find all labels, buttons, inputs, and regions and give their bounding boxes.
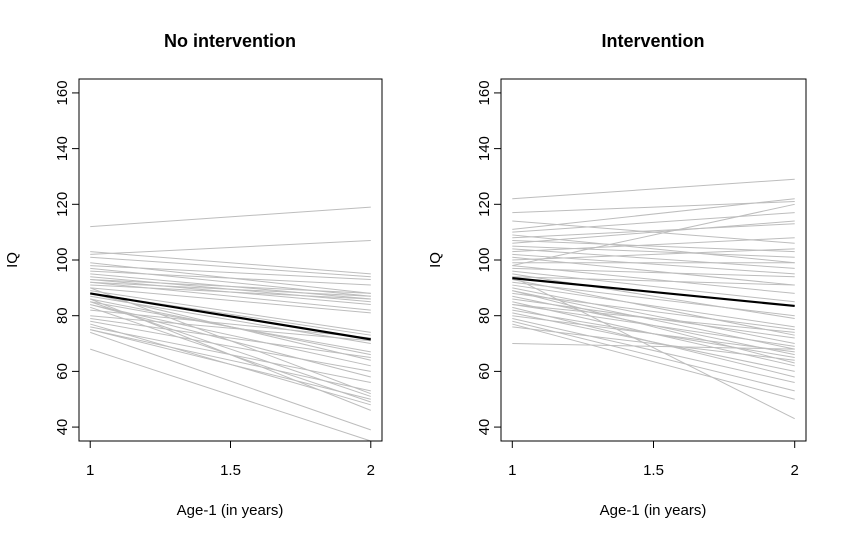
panel-title: No intervention	[164, 31, 296, 51]
individual-line	[512, 245, 795, 258]
individual-line	[512, 273, 795, 319]
individual-line	[512, 290, 795, 364]
y-tick-label: 140	[54, 136, 71, 161]
individual-line	[512, 279, 795, 336]
individual-line	[90, 317, 371, 358]
individual-line	[90, 315, 371, 342]
individual-line	[512, 276, 795, 420]
individual-lines	[512, 178, 795, 420]
x-tick-label: 1.5	[643, 462, 664, 479]
plot-frame	[78, 78, 383, 442]
individual-line	[90, 331, 371, 431]
mean-line	[512, 277, 795, 308]
individual-line	[512, 292, 795, 331]
individual-line	[512, 326, 795, 361]
individual-line	[512, 212, 795, 233]
mean-line-group	[512, 277, 795, 308]
individual-line	[90, 265, 371, 280]
individual-lines	[90, 206, 371, 442]
y-tick-label: 40	[54, 419, 71, 436]
x-tick-label: 2	[791, 462, 799, 479]
individual-line	[90, 301, 371, 353]
individual-line	[512, 270, 795, 303]
individual-line	[90, 240, 371, 255]
individual-line	[90, 295, 371, 345]
individual-line	[512, 178, 795, 200]
individual-line	[90, 281, 371, 297]
y-axis: 40 60 80 100 120 140 160	[476, 80, 501, 435]
individual-line	[512, 304, 795, 347]
individual-line	[512, 304, 795, 333]
individual-line	[90, 290, 371, 333]
x-axis: 1 1.5 2	[86, 440, 375, 479]
x-axis-label: Age-1 (in years)	[177, 502, 284, 519]
y-tick-label: 60	[476, 363, 493, 380]
individual-line	[512, 256, 795, 286]
individual-line	[512, 281, 795, 317]
panel-title: Intervention	[601, 31, 704, 51]
individual-line	[512, 267, 795, 278]
individual-line	[90, 278, 371, 294]
x-tick-label: 1	[508, 462, 516, 479]
y-axis-label: IQ	[427, 252, 444, 268]
y-tick-label: 140	[476, 136, 493, 161]
y-tick-label: 160	[476, 80, 493, 105]
x-axis-label: Age-1 (in years)	[600, 502, 707, 519]
individual-line	[512, 312, 795, 372]
individual-line	[90, 320, 371, 372]
individual-line	[90, 329, 371, 392]
y-axis-label: IQ	[4, 252, 21, 268]
individual-line	[512, 223, 795, 239]
x-tick-label: 2	[367, 462, 375, 479]
individual-line	[90, 284, 371, 300]
individual-line	[512, 237, 795, 253]
individual-line	[90, 287, 371, 395]
individual-line	[512, 248, 795, 269]
individual-line	[90, 329, 371, 400]
individual-line	[512, 203, 795, 267]
x-axis: 1 1.5 2	[508, 440, 799, 479]
y-tick-label: 120	[54, 192, 71, 217]
y-tick-label: 160	[54, 80, 71, 105]
individual-line	[512, 220, 795, 244]
individual-line	[90, 348, 371, 442]
individual-line	[90, 270, 371, 286]
individual-line	[512, 276, 795, 286]
mean-line-group	[90, 292, 371, 341]
individual-line	[512, 287, 795, 345]
individual-line	[512, 284, 795, 328]
y-axis: 40 60 80 100 120 140 160	[54, 80, 79, 435]
individual-line	[90, 251, 371, 275]
individual-line	[90, 287, 371, 314]
y-tick-label: 100	[54, 247, 71, 272]
individual-line	[512, 240, 795, 253]
individual-line	[512, 198, 795, 230]
x-tick-label: 1	[86, 462, 94, 479]
x-tick-label: 1.5	[220, 462, 241, 479]
individual-line	[90, 309, 371, 339]
y-tick-label: 120	[476, 192, 493, 217]
individual-line	[512, 317, 795, 384]
y-tick-label: 80	[476, 307, 493, 324]
individual-line	[512, 248, 795, 261]
plot-frame	[500, 78, 807, 442]
individual-line	[90, 298, 371, 411]
individual-line	[512, 323, 795, 400]
y-tick-label: 40	[476, 419, 493, 436]
individual-line	[90, 256, 371, 278]
y-tick-label: 80	[54, 307, 71, 324]
individual-line	[512, 343, 795, 350]
y-tick-label: 60	[54, 363, 71, 380]
individual-line	[90, 206, 371, 228]
y-tick-label: 100	[476, 247, 493, 272]
individual-line	[512, 315, 795, 353]
mean-line	[90, 292, 371, 341]
